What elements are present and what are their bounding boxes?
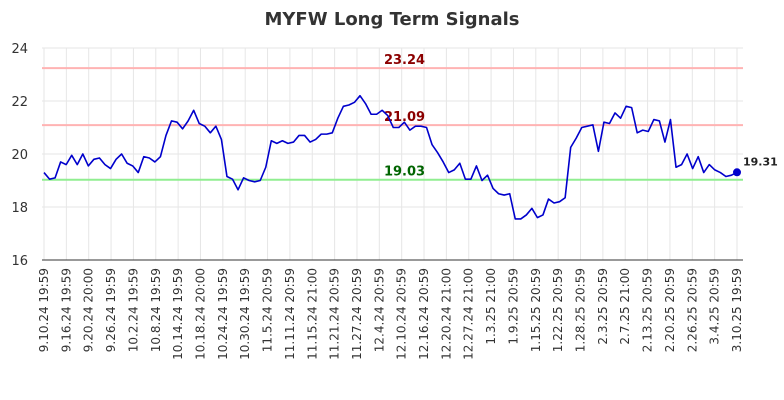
x-tick-label: 10.8.24 19:59	[149, 268, 163, 352]
x-tick-label: 11.27.24 20:59	[350, 268, 364, 360]
x-tick-label: 12.10.24 20:59	[395, 268, 409, 360]
x-tick-label: 9.16.24 19:59	[59, 268, 73, 352]
x-tick-label: 9.20.24 20:00	[82, 268, 96, 352]
chart-title: MYFW Long Term Signals	[264, 9, 519, 30]
x-tick-label: 1.9.25 20:59	[506, 268, 520, 345]
x-tick-label: 2.7.25 21:00	[618, 268, 632, 345]
y-tick-label: 24	[11, 42, 28, 57]
x-tick-label: 11.15.24 21:00	[305, 268, 319, 360]
x-tick-label: 10.24.24 19:59	[216, 268, 230, 360]
x-tick-labels: 9.10.24 19:59 9.16.24 19:59 9.20.24 20:00 9…	[37, 268, 744, 360]
level-label: 23.24	[384, 53, 425, 68]
level-label: 21.09	[384, 110, 425, 125]
x-tick-label: 3.4.25 20:59	[708, 268, 722, 345]
x-tick-label: 2.26.25 20:59	[685, 268, 699, 352]
signal-levels: 23.24 21.09 19.03	[42, 53, 743, 181]
x-tick-label: 2.20.25 20:59	[663, 268, 677, 352]
x-tick-label: 10.30.24 19:59	[238, 268, 252, 360]
y-tick-label: 20	[11, 148, 28, 163]
x-tick-label: 12.16.24 20:59	[417, 268, 431, 360]
y-tick-label: 22	[11, 95, 28, 110]
y-tick-labels: 16 18 20 22 24	[11, 42, 28, 269]
x-tick-label: 1.3.25 21:00	[484, 268, 498, 345]
x-tick-label: 11.21.24 20:59	[328, 268, 342, 360]
grid	[42, 47, 743, 261]
level-label: 19.03	[384, 165, 425, 180]
x-tick-label: 11.11.24 20:59	[283, 268, 297, 360]
x-tick-label: 10.2.24 19:59	[126, 268, 140, 352]
series-group: 19.31	[43, 94, 778, 220]
x-tick-label: 3.10.25 19:59	[730, 268, 744, 352]
y-tick-label: 18	[11, 201, 28, 216]
last-value-marker	[733, 168, 741, 177]
x-tick-label: 12.20.24 21:00	[439, 268, 453, 360]
x-tick-label: 9.26.24 19:59	[104, 268, 118, 352]
x-tick-label: 2.3.25 20:59	[596, 268, 610, 345]
x-tick-label: 12.27.24 21:00	[462, 268, 476, 360]
series-line	[43, 94, 738, 220]
last-value-label: 19.31	[743, 155, 778, 168]
x-tick-label: 10.18.24 20:00	[193, 268, 207, 360]
x-tick-label: 1.15.25 20:59	[529, 268, 543, 352]
x-tick-label: 1.28.25 20:59	[574, 268, 588, 352]
x-tick-label: 1.22.25 20:59	[551, 268, 565, 352]
y-tick-label: 16	[11, 254, 28, 269]
x-tick-label: 12.4.24 20:59	[372, 268, 386, 352]
x-tick-label: 11.5.24 20:59	[261, 268, 275, 352]
x-tick-label: 9.10.24 19:59	[37, 268, 51, 352]
x-tick-label: 2.13.25 20:59	[641, 268, 655, 352]
x-tick-label: 10.14.24 19:59	[171, 268, 185, 360]
